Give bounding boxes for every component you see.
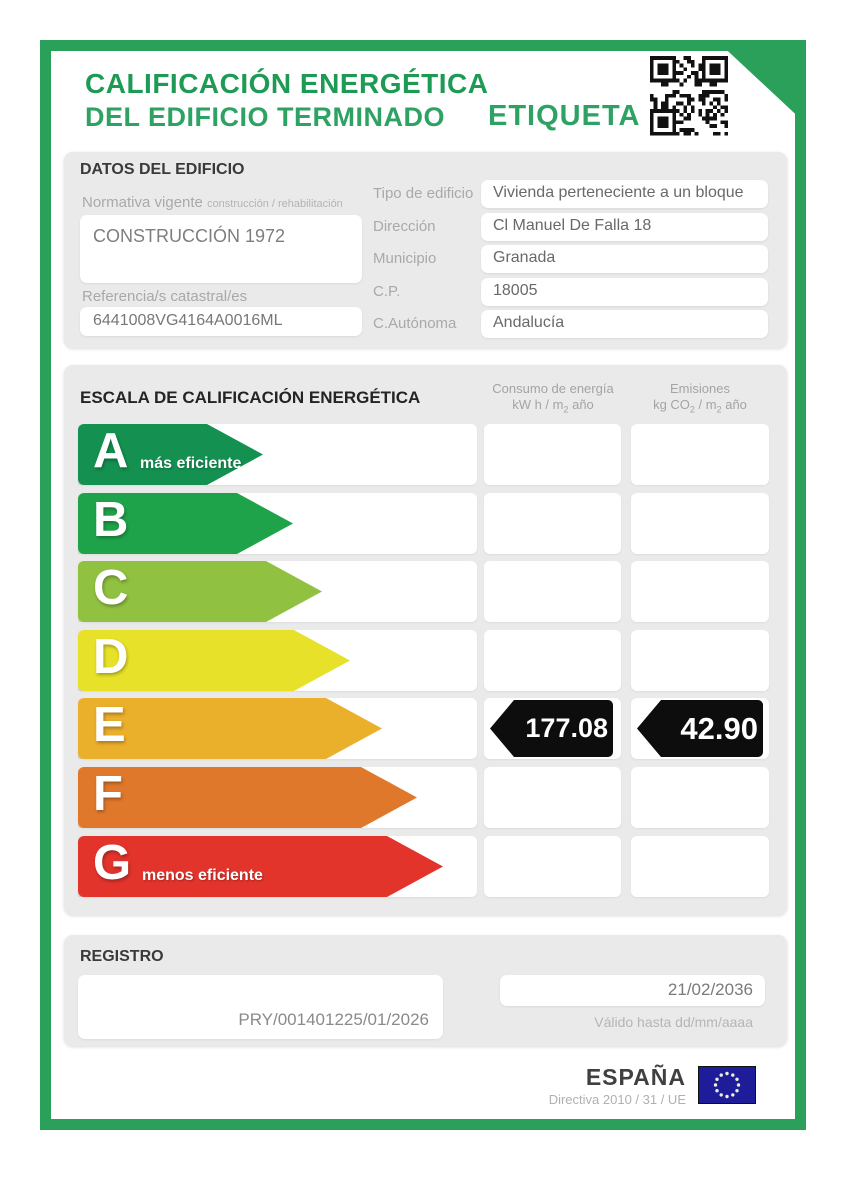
field-value-direccion: Cl Manuel De Falla 18 [481, 213, 768, 241]
field-label-direccion: Dirección [373, 218, 436, 235]
normativa-label-main: Normativa vigente [82, 194, 203, 211]
registry-number: PRY/001401225/01/2026 [238, 1010, 429, 1029]
registry-title: REGISTRO [80, 948, 164, 965]
building-data-panel: DATOS DEL EDIFICIO Normativa vigente con… [64, 152, 787, 348]
rating-row-a: A más eficiente [64, 424, 787, 485]
registry-number-field: PRY/001401225/01/2026 [78, 975, 443, 1039]
energy-scale-title: ESCALA DE CALIFICACIÓN ENERGÉTICA [80, 388, 421, 407]
country-label: ESPAÑA [585, 1064, 686, 1090]
rating-letter-e: E [93, 698, 126, 752]
energy-scale-panel: ESCALA DE CALIFICACIÓN ENERGÉTICA Consum… [64, 365, 787, 915]
emisiones-cell-e: 42.90 [631, 698, 769, 759]
rating-letter-b: B [93, 493, 129, 547]
consumo-cell-e: 177.08 [484, 698, 621, 759]
page-title-line1: CALIFICACIÓN ENERGÉTICA [85, 68, 489, 99]
normativa-label: Normativa vigente construcción / rehabil… [82, 194, 343, 211]
field-label-cautonoma: C.Autónoma [373, 315, 457, 332]
referencia-value-field: 6441008VG4164A0016ML [80, 307, 362, 336]
normativa-sublabel: construcción / rehabilitación [207, 198, 343, 210]
normativa-value: CONSTRUCCIÓN 1972 [93, 226, 286, 246]
rating-note-a: más eficiente [140, 455, 242, 472]
rating-arrow-f: F [78, 767, 417, 828]
registry-panel: REGISTRO PRY/001401225/01/2026 21/02/203… [64, 935, 787, 1046]
field-value-municipio: Granada [481, 245, 768, 273]
normativa-value-field: CONSTRUCCIÓN 1972 [80, 215, 362, 283]
eu-flag-icon [698, 1066, 756, 1104]
emisiones-unit-p2: / m [694, 397, 717, 412]
consumo-value-tag: 177.08 [490, 700, 613, 757]
etiqueta-label: ETIQUETA [488, 100, 641, 132]
rating-letter-f: F [93, 767, 123, 821]
building-data-title: DATOS DEL EDIFICIO [80, 161, 245, 178]
field-value-cautonoma: Andalucía [481, 310, 768, 338]
emisiones-cell-a [631, 424, 769, 485]
consumo-cell-d [484, 630, 621, 691]
consumo-cell-c [484, 561, 621, 622]
rating-arrow-e: E [78, 698, 382, 759]
consumo-value: 177.08 [525, 713, 608, 743]
rating-row-b: B [64, 493, 787, 554]
consumo-cell-a [484, 424, 621, 485]
emisiones-column-header: Emisiones kg CO2 / m2 año [630, 381, 770, 418]
qr-code-icon [650, 56, 728, 136]
valid-until-date: 21/02/2036 [667, 980, 753, 999]
emisiones-unit-p3: año [721, 397, 747, 412]
emisiones-unit-p1: kg CO [653, 397, 690, 412]
emisiones-cell-b [631, 493, 769, 554]
emisiones-value-tag: 42.90 [637, 700, 763, 757]
field-value-tipo: Vivienda perteneciente a un bloque [481, 180, 768, 208]
consumo-cell-g [484, 836, 621, 897]
valid-until-label: Válido hasta dd/mm/aaaa [594, 1014, 753, 1030]
emisiones-header-line1: Emisiones [670, 381, 730, 396]
emisiones-cell-d [631, 630, 769, 691]
consumo-column-header: Consumo de energía kW h / m2 año [473, 381, 633, 418]
consumo-header-line1: Consumo de energía [492, 381, 614, 396]
rating-letter-a: A [93, 424, 129, 478]
consumo-unit-sub: 2 [563, 404, 569, 415]
rating-row-g: G menos eficiente [64, 836, 787, 897]
rating-note-g: menos eficiente [142, 867, 263, 884]
rating-row-e: E 177.08 42.90 [64, 698, 787, 759]
rating-arrow-c: C [78, 561, 322, 622]
directive-label: Directiva 2010 / 31 / UE [548, 1092, 686, 1107]
field-label-cp: C.P. [373, 283, 401, 300]
field-label-municipio: Municipio [373, 250, 437, 267]
field-label-tipo: Tipo de edificio [373, 185, 474, 202]
rating-letter-g: G [93, 836, 132, 890]
consumo-cell-b [484, 493, 621, 554]
rating-row-c: C [64, 561, 787, 622]
consumo-cell-f [484, 767, 621, 828]
emisiones-unit-sub1: 2 [689, 404, 695, 415]
consumo-unit-suffix: año [568, 397, 594, 412]
rating-arrow-d: D [78, 630, 350, 691]
rating-row-d: D [64, 630, 787, 691]
rating-letter-c: C [93, 561, 129, 615]
valid-until-field: 21/02/2036 [500, 975, 765, 1006]
referencia-value: 6441008VG4164A0016ML [93, 312, 283, 329]
emisiones-cell-f [631, 767, 769, 828]
emisiones-unit-sub2: 2 [716, 404, 722, 415]
rating-row-f: F [64, 767, 787, 828]
referencia-label: Referencia/s catastral/es [82, 288, 248, 305]
emisiones-value: 42.90 [680, 710, 758, 746]
page-title-line2: DEL EDIFICIO TERMINADO [85, 102, 446, 132]
emisiones-cell-g [631, 836, 769, 897]
rating-letter-d: D [93, 630, 129, 684]
emisiones-cell-c [631, 561, 769, 622]
field-value-cp: 18005 [481, 278, 768, 306]
rating-arrow-g: G menos eficiente [78, 836, 443, 897]
consumo-unit-prefix: kW h / m [512, 397, 564, 412]
